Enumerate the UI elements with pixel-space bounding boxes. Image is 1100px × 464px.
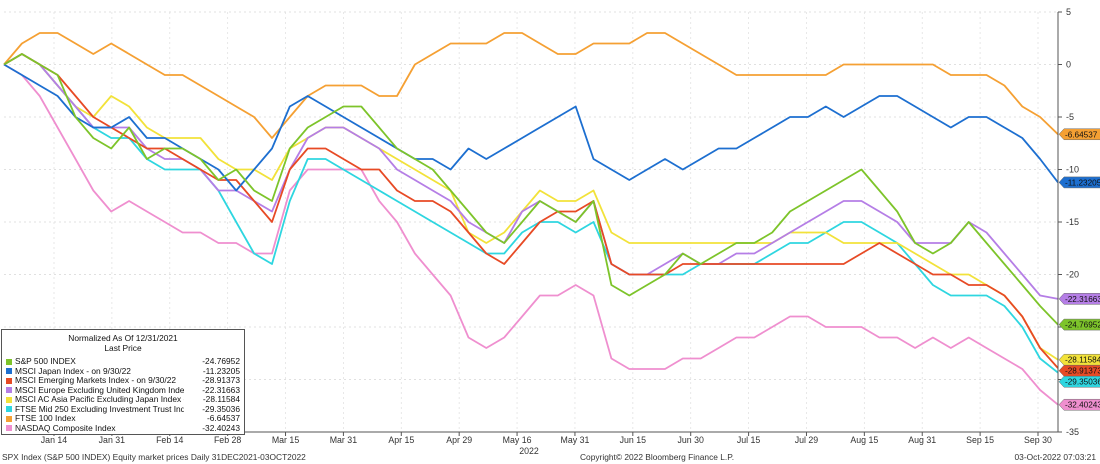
x-tick-label: Feb 14 [156, 435, 183, 445]
last-value-label: -24.76952 [1065, 321, 1100, 330]
legend-swatch-sp500 [6, 358, 12, 365]
legend-value-msci-europe: -22.31663 [202, 384, 240, 395]
x-tick-label: Jan 14 [41, 435, 68, 445]
x-tick-label: Apr 29 [446, 435, 472, 445]
legend-header: Normalized As Of 12/31/2021 Last Price [2, 330, 244, 353]
legend-swatch-msci-europe [6, 387, 12, 394]
x-tick-label: Apr 15 [388, 435, 414, 445]
legend-swatch-msci-asia [6, 396, 12, 403]
y-tick-label: -10 [1066, 165, 1079, 175]
series-layer [3, 32, 1059, 406]
legend-name-msci-asia: MSCI AC Asia Pacific Excluding Japan Ind… [15, 395, 184, 404]
legend-name-sp500: S&P 500 INDEX [15, 357, 76, 366]
legend-row-msci-em[interactable]: MSCI Emerging Markets Index - on 9/30/22… [2, 375, 244, 386]
x-tick-label: Aug 15 [850, 435, 878, 445]
y-tick-label: -5 [1066, 112, 1074, 122]
legend-swatch-msci-japan [6, 368, 12, 375]
series-line [3, 53, 1059, 300]
y-tick-label: -20 [1066, 270, 1079, 280]
legend-swatch-msci-em [6, 377, 12, 384]
y-tick-label: -15 [1066, 217, 1079, 227]
legend-swatch-nasdaq [6, 425, 12, 432]
footer-source: SPX Index (S&P 500 INDEX) Equity market … [2, 452, 306, 462]
x-tick-label: May 16 [503, 435, 532, 445]
last-value-label: -11.23205 [1065, 178, 1100, 187]
last-value-label: -6.64537 [1065, 130, 1098, 139]
last-value-tag [1058, 364, 1100, 377]
legend-value-msci-japan: -11.23205 [202, 365, 240, 376]
legend-name-ftse-100: FTSE 100 Index [15, 414, 76, 423]
legend-row-msci-asia[interactable]: MSCI AC Asia Pacific Excluding Japan Ind… [2, 394, 244, 405]
legend-value-ftse-100: -6.64537 [206, 413, 240, 423]
legend-name-nasdaq: NASDAQ Composite Index [15, 423, 116, 433]
last-value-label: -22.31663 [1065, 295, 1100, 304]
series-line [3, 32, 1059, 139]
series-line [3, 63, 1059, 406]
legend-row-msci-japan[interactable]: MSCI Japan Index - on 9/30/22 -11.23205 [2, 365, 244, 377]
last-value-label: -28.91373 [1065, 367, 1100, 376]
footer-timestamp: 03-Oct-2022 07:03:21 [1014, 452, 1096, 462]
x-tick-label: Jun 15 [620, 435, 647, 445]
legend-row-ftse-250[interactable]: FTSE Mid 250 Excluding Investment Trust … [2, 403, 244, 415]
legend-header-last-price: Last Price [104, 343, 142, 353]
x-tick-label: Jan 31 [99, 435, 126, 445]
legend-swatch-ftse-250 [6, 406, 12, 413]
legend-swatch-ftse-100 [6, 415, 12, 422]
x-tick-label: Sep 30 [1024, 435, 1052, 445]
legend-value-sp500: -24.76952 [202, 356, 240, 366]
x-tick-label: Jun 30 [677, 435, 704, 445]
legend-value-nasdaq: -32.40243 [202, 422, 240, 433]
legend-row-msci-europe[interactable]: MSCI Europe Excluding United Kingdom Ind… [2, 384, 244, 396]
legend-name-ftse-250: FTSE Mid 250 Excluding Investment Trust … [15, 404, 184, 414]
legend-name-msci-em: MSCI Emerging Markets Index - on 9/30/22 [15, 376, 177, 385]
series-line [3, 53, 1059, 361]
last-value-label: -29.35036 [1065, 378, 1100, 387]
x-tick-label: Jul 15 [737, 435, 761, 445]
x-tick-label: Jul 29 [795, 435, 819, 445]
series-line [3, 53, 1059, 374]
chart-legend: Normalized As Of 12/31/2021 Last Price S… [1, 329, 245, 435]
legend-value-msci-em: -28.91373 [202, 375, 240, 385]
x-tick-label: Sep 15 [966, 435, 994, 445]
legend-row-ftse-100[interactable]: FTSE 100 Index -6.64537 [2, 413, 244, 424]
last-value-tag [1058, 318, 1100, 331]
legend-rows: S&P 500 INDEX -24.76952 MSCI Japan Index… [2, 356, 244, 434]
legend-name-msci-japan: MSCI Japan Index - on 9/30/22 [15, 366, 131, 376]
last-value-tag [1058, 375, 1100, 388]
last-value-label: -32.40243 [1065, 401, 1100, 410]
legend-header-normalized: Normalized As Of 12/31/2021 [68, 333, 178, 343]
series-line [3, 63, 1059, 192]
legend-row-nasdaq[interactable]: NASDAQ Composite Index -32.40243 [2, 422, 244, 434]
x-tick-label: Mar 31 [330, 435, 357, 445]
series-line [3, 53, 1059, 326]
y-tick-label: 0 [1066, 60, 1071, 70]
last-value-tag [1058, 176, 1100, 189]
last-value-tag [1058, 128, 1100, 141]
last-value-tags: -6.64537 -11.23205 -22.31663 -24.76952 -28.1… [1058, 128, 1100, 411]
last-value-label: -28.11584 [1065, 356, 1100, 365]
legend-name-msci-europe: MSCI Europe Excluding United Kingdom Ind… [15, 385, 184, 395]
x-tick-label: Aug 31 [908, 435, 936, 445]
y-tick-label: 5 [1066, 7, 1071, 17]
legend-value-msci-asia: -28.11584 [202, 394, 240, 404]
x-tick-label: May 31 [561, 435, 590, 445]
y-tick-label: -35 [1066, 427, 1079, 437]
legend-value-ftse-250: -29.35036 [202, 403, 240, 414]
legend-row-sp500[interactable]: S&P 500 INDEX -24.76952 [2, 356, 244, 367]
footer-copyright: Copyright© 2022 Bloomberg Finance L.P. [580, 452, 735, 462]
x-tick-label: Mar 15 [272, 435, 299, 445]
last-value-tag [1058, 293, 1100, 305]
last-value-tag [1058, 398, 1100, 411]
last-value-tag [1058, 353, 1100, 366]
x-tick-label: Feb 28 [214, 435, 241, 445]
series-line [3, 53, 1059, 369]
x-year-label: 2022 [519, 446, 539, 456]
